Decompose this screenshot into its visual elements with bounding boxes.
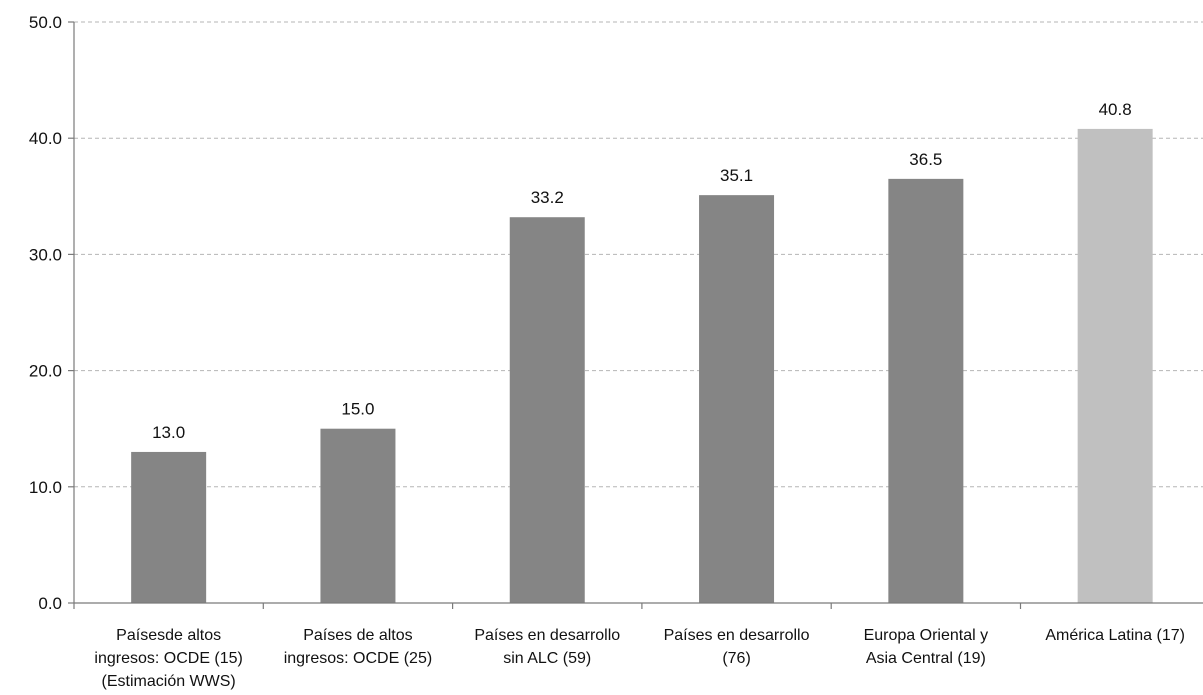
y-tick-label: 50.0 xyxy=(29,13,62,32)
data-label: 36.5 xyxy=(909,150,942,169)
category-label: Europa Oriental y Asia Central (19) xyxy=(864,627,989,667)
y-tick-labels: 0.0 10.0 20.0 30.0 40.0 50.0 xyxy=(29,13,62,613)
category-label: Países en desarrollo sin ALC (59) xyxy=(474,627,620,667)
data-label: 13.0 xyxy=(152,423,185,442)
y-tick-label: 0.0 xyxy=(38,594,62,613)
y-tick-label: 20.0 xyxy=(29,362,62,381)
data-label: 15.0 xyxy=(341,400,374,419)
category-label: Países de altos ingresos: OCDE (25) xyxy=(284,627,433,667)
bar xyxy=(699,195,775,603)
category-label: Paísesde altos ingresos: OCDE (15) (Estima… xyxy=(94,627,243,690)
category-label: América Latina (17) xyxy=(1045,627,1185,644)
category-labels: Paísesde altos ingresos: OCDE (15) (Estima… xyxy=(94,627,1185,690)
bar xyxy=(509,217,585,603)
bars xyxy=(131,128,1153,604)
data-label: 35.1 xyxy=(720,166,753,185)
y-tick-label: 40.0 xyxy=(29,129,62,148)
data-labels: 13.0 15.0 33.2 35.1 36.5 40.8 xyxy=(152,100,1132,442)
bar xyxy=(888,178,964,603)
axes xyxy=(68,21,1203,609)
bar xyxy=(1077,128,1153,604)
bar xyxy=(320,428,396,603)
data-label: 40.8 xyxy=(1099,100,1132,119)
y-tick-label: 10.0 xyxy=(29,478,62,497)
category-label: Países en desarrollo (76) xyxy=(664,627,810,667)
data-label: 33.2 xyxy=(531,188,564,207)
y-tick-label: 30.0 xyxy=(29,245,62,264)
gridlines xyxy=(74,21,1203,488)
bar xyxy=(131,451,207,603)
